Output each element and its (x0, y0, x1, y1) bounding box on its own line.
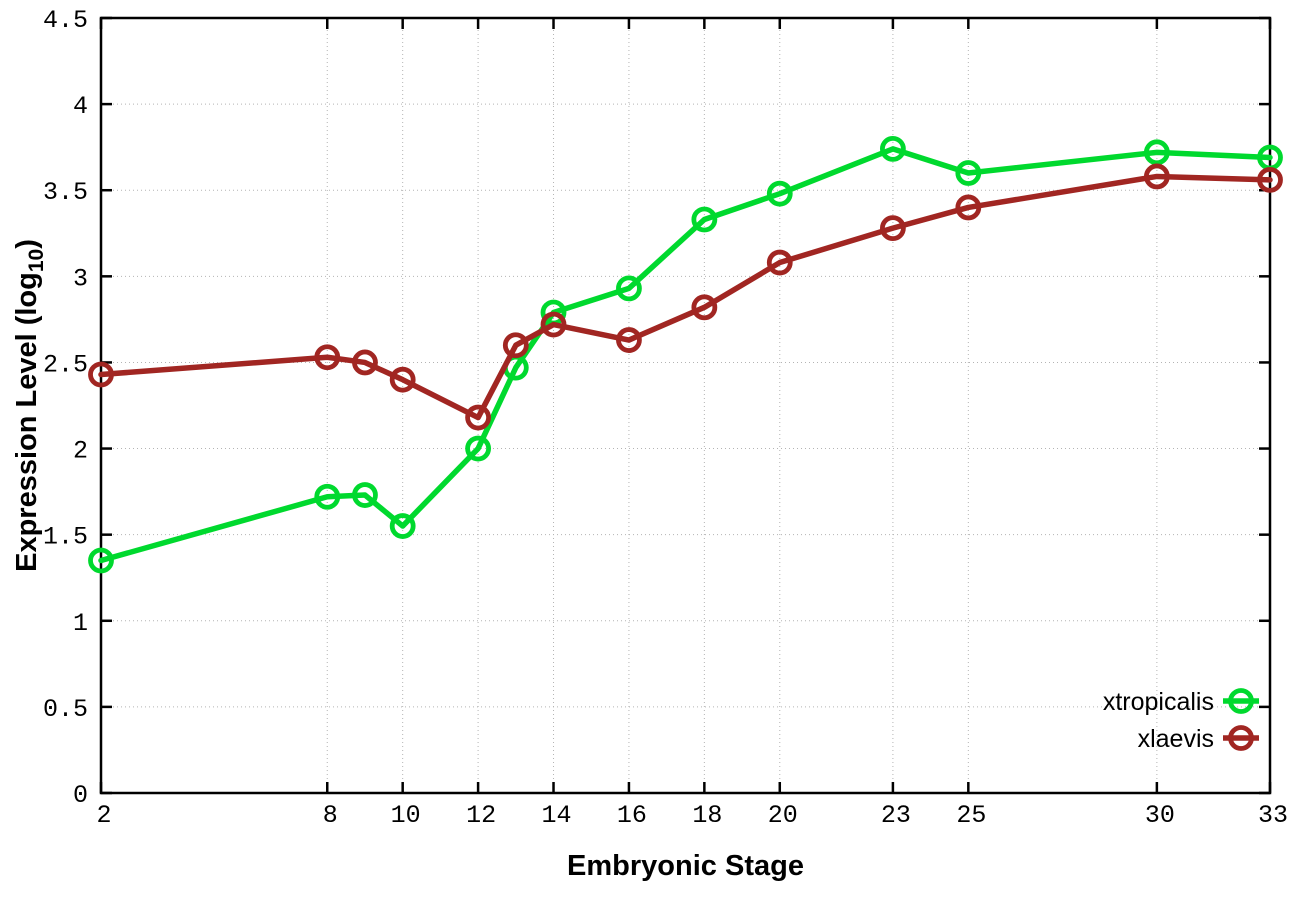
legend-label-xtropicalis: xtropicalis (1103, 688, 1214, 716)
data-point-xtropicalis (1143, 139, 1170, 166)
data-point-xlaevis (314, 344, 341, 371)
x-tick-label: 23 (881, 801, 911, 830)
x-tick-label: 12 (466, 801, 496, 830)
tick-marks (99, 16, 1272, 795)
x-tick-label: 10 (391, 801, 421, 830)
legend-marker-xlaevis (1228, 725, 1254, 751)
data-point-xlaevis (616, 327, 642, 353)
x-tick-label: 18 (692, 801, 722, 830)
y-tick-label: 4 (73, 92, 88, 121)
data-point-xlaevis (880, 215, 906, 242)
x-tick-label: 20 (768, 801, 798, 830)
data-point-xlaevis (540, 311, 567, 338)
x-tick-label: 2 (96, 801, 111, 830)
x-axis-label: Embryonic Stage (567, 850, 804, 882)
data-point-xlaevis (88, 361, 114, 388)
y-tick-label: 4.5 (43, 6, 88, 35)
y-tick-label: 1.5 (43, 523, 88, 552)
data-point-xtropicalis (352, 482, 378, 508)
data-point-xlaevis (465, 404, 491, 431)
data-point-xtropicalis (88, 547, 114, 574)
y-tick-label: 2.5 (43, 350, 88, 379)
data-point-xtropicalis (314, 483, 341, 510)
series-xlaevis (88, 163, 1283, 431)
y-tick-label: 0.5 (43, 695, 88, 724)
legend-label-xlaevis: xlaevis (1138, 725, 1214, 753)
x-tick-label: 14 (542, 801, 572, 830)
y-tick-label: 3.5 (43, 178, 88, 207)
data-point-xlaevis (1257, 166, 1283, 193)
data-point-xtropicalis (955, 160, 982, 186)
y-tick-label: 2 (73, 437, 88, 466)
x-tick-label: 8 (323, 801, 338, 830)
data-point-xlaevis (691, 294, 718, 321)
data-point-xlaevis (352, 349, 378, 376)
series-line-xtropicalis (98, 146, 1273, 564)
data-point-xtropicalis (465, 435, 491, 462)
data-point-xlaevis (502, 332, 529, 359)
data-point-xlaevis (1143, 163, 1170, 190)
data-point-xtropicalis (691, 206, 718, 233)
data-point-xtropicalis (616, 275, 642, 302)
series-xtropicalis (88, 135, 1283, 574)
data-point-xtropicalis (389, 513, 416, 539)
y-tick-label: 1 (73, 609, 88, 638)
grid-lines (100, 17, 1271, 794)
data-point-xlaevis (955, 194, 982, 221)
y-axis-label: Expression Level (log10) (11, 239, 48, 572)
legend: xtropicalis xlaevis (1103, 688, 1259, 753)
data-point-xlaevis (389, 366, 416, 393)
legend-marker-xtropicalis (1228, 688, 1254, 714)
x-tick-label: 33 (1258, 801, 1288, 830)
x-tick-label: 16 (617, 801, 647, 830)
y-tick-label: 3 (73, 264, 88, 293)
data-point-xtropicalis (766, 180, 793, 207)
series-line-xlaevis (98, 173, 1273, 421)
y-tick-label: 0 (73, 781, 88, 810)
data-point-xlaevis (766, 249, 793, 276)
x-tick-label: 25 (956, 801, 986, 830)
data-point-xtropicalis (880, 135, 906, 162)
x-tick-label: 30 (1145, 801, 1175, 830)
plot-border (99, 16, 1272, 795)
